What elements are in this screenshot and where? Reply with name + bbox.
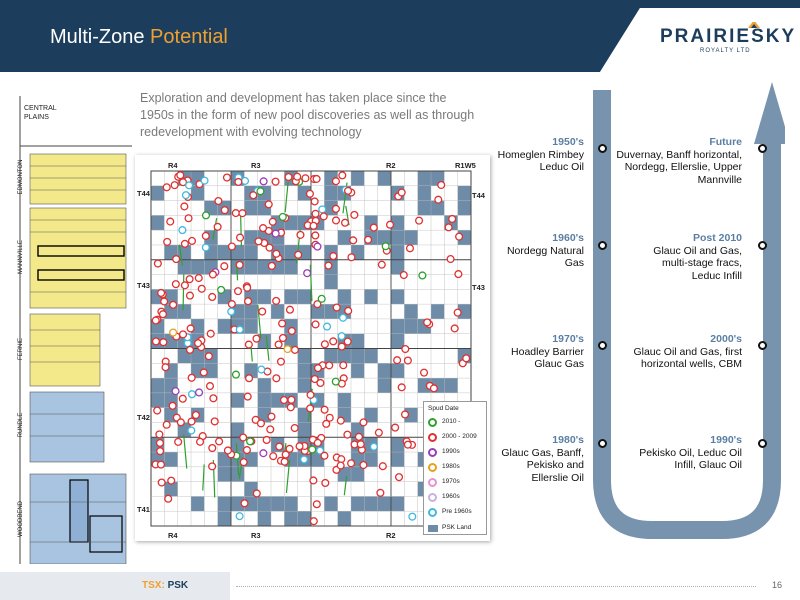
era-description: Nordegg Natural Gas (506, 244, 584, 270)
legend-item-label: 1980s (442, 463, 460, 470)
slide-title: Multi-Zone Potential (50, 26, 228, 49)
era-1950s: 1950's Homeglen Rimbey Leduc Oil (464, 136, 584, 174)
logo-mark-icon (748, 22, 760, 28)
era-description: Homeglen Rimbey Leduc Oil (497, 148, 584, 174)
slide-header: Multi-Zone Potential PRAIRIESKY ROYALTY … (0, 0, 800, 72)
era-description: Glauc Oil and Gas, first horizontal well… (633, 345, 742, 371)
township-label-left: T42 (137, 413, 150, 422)
timeline-dot-1960 (598, 241, 607, 250)
company-logo: PRAIRIESKY ROYALTY LTD (660, 22, 794, 58)
legend-item-label: 1970s (442, 478, 460, 485)
era-year: 1960's (552, 232, 584, 244)
logo-name: PRAIRIESKY (660, 26, 797, 47)
logo-subtitle: ROYALTY LTD (700, 48, 751, 54)
timeline-dot-1950 (598, 144, 607, 153)
era-year: Future (709, 136, 742, 148)
township-label-left: T44 (137, 189, 150, 198)
legend-psk-land-label: PSK Land (442, 524, 472, 531)
era-description: Pekisko Oil, Leduc Oil Infill, Glauc Oil (639, 446, 742, 472)
era-1970s: 1970's Hoadley Barrier Glauc Gas (464, 333, 584, 371)
range-label-top: R1W5 (455, 161, 476, 170)
strat-label-rundle: RUNDLE (18, 412, 24, 438)
timeline-dot-2000 (758, 341, 767, 350)
era-description: Hoadley Barrier Glauc Gas (511, 345, 584, 371)
intro-text: Exploration and development has taken pl… (140, 91, 475, 139)
township-label-right: T44 (472, 191, 485, 200)
township-label-right: T43 (472, 283, 485, 292)
legend-circle-icon (428, 463, 437, 472)
legend-circle-icon (428, 508, 437, 517)
range-label-bottom: R2 (386, 531, 396, 540)
range-label-bottom: R3 (251, 531, 261, 540)
strat-label-central-plains: CENTRAL PLAINS (24, 105, 57, 121)
title-accent: Potential (150, 26, 228, 48)
strat-label-woodbend: WOODBEND (18, 501, 24, 537)
stratigraphic-column: CENTRAL PLAINS EDMONTON MANNVILLE FERNIE… (16, 96, 132, 565)
ticker-symbol: PSK (167, 580, 189, 591)
era-1980s: 1980's Glauc Gas, Banff, Pekisko and Ell… (464, 434, 584, 484)
era-year: 1970's (552, 333, 584, 345)
strat-label-edmonton: EDMONTON (18, 159, 24, 195)
slide-footer: TSX: PSK 16 (0, 572, 800, 600)
era-year: 1980's (552, 434, 584, 446)
map-legend: Spud Date 2010 - 2000 - 2009 1990s 1980s 197… (423, 401, 487, 535)
era-description: Duvernay, Banff horizontal, Nordegg, Ell… (616, 148, 742, 186)
ticker-label: TSX: PSK (142, 580, 188, 591)
era-description: Glauc Gas, Banff, Pekisko and Ellerslie … (501, 446, 584, 484)
legend-item-label: 1990s (442, 448, 460, 455)
range-label-top: R3 (251, 161, 261, 170)
timeline-dot-future (758, 144, 767, 153)
range-label-top: R4 (168, 161, 178, 170)
legend-circle-icon (428, 448, 437, 457)
timeline-u-arrow (593, 82, 785, 539)
legend-item-label: 2000 - 2009 (442, 433, 477, 440)
era-post-2010: Post 2010 Glauc Oil and Gas, multi-stage… (602, 232, 742, 282)
strat-label-fernie: FERNIE (18, 338, 24, 361)
era-description: Glauc Oil and Gas, multi-stage fracs, Le… (653, 244, 742, 282)
range-label-bottom: R4 (168, 531, 178, 540)
era-1990s: 1990's Pekisko Oil, Leduc Oil Infill, Gl… (602, 434, 742, 472)
timeline-dot-1990 (758, 439, 767, 448)
era-year: 2000's (710, 333, 742, 345)
title-main: Multi-Zone (50, 26, 145, 48)
timeline-dot-1980 (598, 439, 607, 448)
era-future: Future Duvernay, Banff horizontal, Norde… (602, 136, 742, 186)
legend-item-label: 2010 - (442, 418, 461, 425)
legend-circle-icon (428, 418, 437, 427)
footer-divider (236, 586, 756, 587)
era-year: Post 2010 (692, 232, 742, 244)
era-2000s: 2000's Glauc Oil and Gas, first horizont… (602, 333, 742, 371)
legend-circle-icon (428, 493, 437, 502)
header-band (0, 0, 800, 72)
well-map-graphic (150, 170, 472, 527)
timeline-dot-1970 (598, 341, 607, 350)
range-label-top: R2 (386, 161, 396, 170)
stratigraphic-column-graphic (16, 96, 132, 565)
legend-item-label: 1960s (442, 493, 460, 500)
page-number: 16 (772, 580, 783, 590)
legend-psk-land-swatch (428, 525, 438, 532)
legend-title: Spud Date (428, 405, 459, 412)
timeline-dot-2010 (758, 241, 767, 250)
footer-ticker-box (0, 572, 230, 600)
era-1960s: 1960's Nordegg Natural Gas (464, 232, 584, 270)
township-label-left: T43 (137, 281, 150, 290)
well-map: R4 R3 R2 R1W5 R4 R3 R2 T44 T43 T42 T41 T… (135, 155, 490, 541)
legend-item-label: Pre 1960s (442, 508, 472, 515)
era-year: 1990's (710, 434, 742, 446)
ticker-exchange: TSX: (142, 580, 165, 591)
strat-label-mannville: MANNVILLE (18, 240, 24, 275)
legend-circle-icon (428, 478, 437, 487)
township-label-left: T41 (137, 505, 150, 514)
legend-circle-icon (428, 433, 437, 442)
era-year: 1950's (552, 136, 584, 148)
